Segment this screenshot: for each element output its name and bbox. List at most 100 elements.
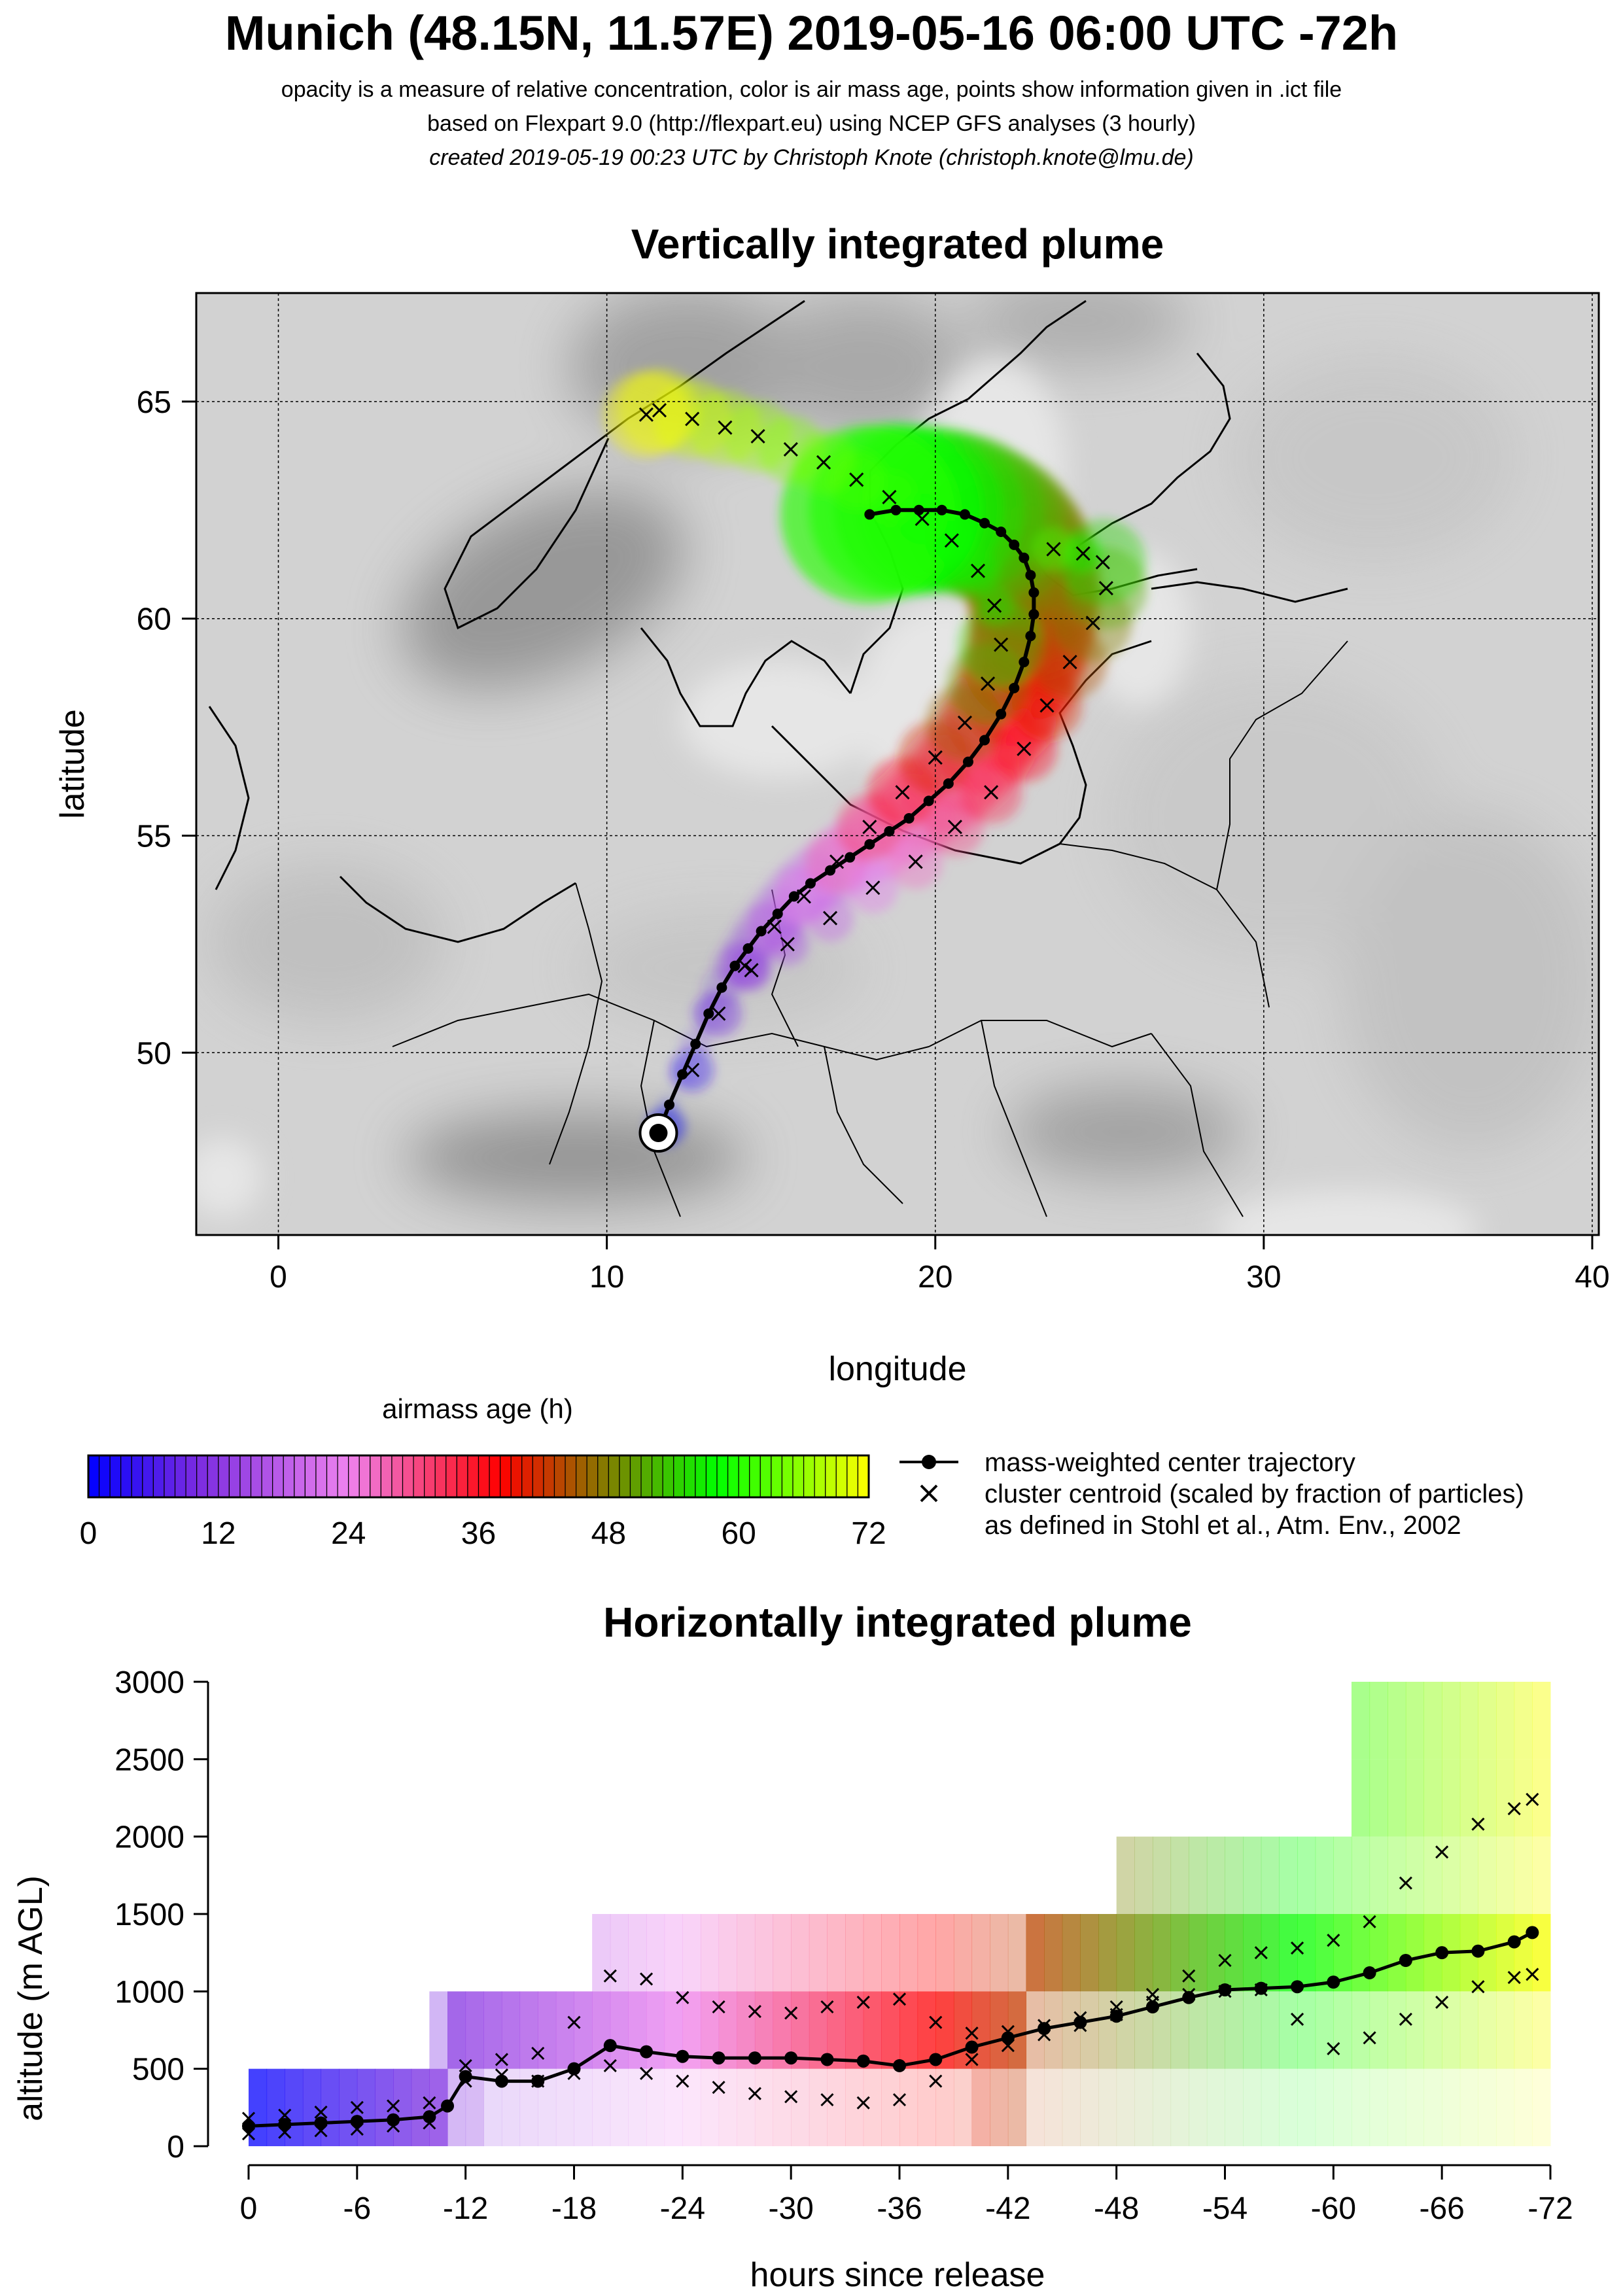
profile-tile	[1459, 1836, 1478, 1914]
map-y-axis-label: latitude	[54, 709, 92, 819]
profile-tile	[1405, 1836, 1425, 1914]
profile-center-point	[1399, 1954, 1412, 1967]
profile-tile	[1496, 2068, 1515, 2146]
profile-tile	[1080, 2068, 1099, 2146]
profile-tile	[1189, 1991, 1208, 2069]
profile-cluster-marker	[676, 1991, 689, 2004]
center-trajectory-point	[903, 812, 915, 824]
profile-tile	[953, 1914, 973, 1992]
profile-cluster-marker	[892, 1992, 907, 2006]
profile-tile	[1369, 1836, 1388, 1914]
center-trajectory-point	[864, 839, 875, 850]
profile-cluster-marker	[1038, 2019, 1051, 2032]
center-trajectory-point	[845, 852, 856, 863]
profile-tile	[718, 1914, 737, 1992]
profile-tile	[1297, 1914, 1316, 1992]
map-plot-area	[196, 293, 1599, 1235]
profile-tile	[845, 1914, 864, 1992]
cluster-centroid-marker	[981, 676, 996, 691]
profile-tile	[465, 1991, 484, 2069]
profile-center-point	[712, 2051, 725, 2065]
profile-tile	[1514, 2068, 1533, 2146]
profile-tile	[1369, 2068, 1388, 2146]
colorbar-cell	[456, 1455, 468, 1498]
profile-cluster-marker	[1435, 1995, 1449, 2009]
profile-center-point	[1363, 1966, 1376, 1979]
center-trajectory-point	[996, 526, 1007, 537]
profile-tile	[1369, 1991, 1388, 2069]
profile-tile	[899, 1914, 918, 1992]
profile-tile	[1315, 1836, 1334, 1914]
profile-tile	[773, 2068, 792, 2146]
profile-cluster-marker	[748, 2087, 761, 2100]
country-borders	[392, 640, 1348, 1217]
profile-cluster-marker	[1327, 2042, 1340, 2055]
profile-cluster-marker	[1218, 1985, 1232, 1998]
legend: mass-weighted center trajectory cluster …	[899, 1448, 1524, 1540]
colorbar-cell	[261, 1455, 273, 1498]
profile-tile	[1044, 2068, 1063, 2146]
colorbar-cell	[272, 1455, 284, 1498]
profile-x-tick-label: -48	[1094, 2191, 1139, 2226]
colorbar-cell	[283, 1455, 295, 1498]
colorbar-cell	[673, 1455, 685, 1498]
center-trajectory-point	[756, 926, 767, 937]
profile-tile	[1080, 1914, 1099, 1992]
colorbar-cell	[500, 1455, 512, 1498]
profile-center-point	[242, 2119, 255, 2133]
profile-x-tick-label: -30	[768, 2191, 813, 2226]
cluster-centroid-marker	[865, 880, 881, 896]
profile-x-tick-label: -42	[985, 2191, 1030, 2226]
colorbar-cell	[489, 1455, 501, 1498]
center-trajectory-point	[805, 878, 816, 889]
profile-cluster-marker	[603, 2059, 617, 2072]
profile-center-point	[441, 2099, 455, 2113]
profile-x-tick-label: -6	[343, 2191, 371, 2226]
profile-tile	[1351, 1914, 1370, 1992]
colorbar-tick-label: 0	[80, 1516, 97, 1551]
colorbar-cell	[532, 1455, 544, 1498]
legend-cluster-reference: as defined in Stohl et al., Atm. Env., 2…	[985, 1511, 1461, 1540]
colorbar-cell	[228, 1455, 241, 1498]
profile-tile	[1351, 1991, 1370, 2069]
cluster-centroid-marker	[849, 472, 864, 487]
profile-tile	[845, 2068, 864, 2146]
cluster-centroid-marker	[652, 403, 667, 418]
profile-cluster-marker	[929, 2015, 943, 2029]
colorbar-cell	[88, 1455, 100, 1498]
map-x-tick-label: 40	[1575, 1260, 1609, 1295]
profile-cluster-marker	[639, 2066, 654, 2080]
profile-tile	[1044, 1914, 1063, 1992]
cluster-centroid-marker	[1085, 616, 1100, 631]
colorbar-cell	[174, 1455, 186, 1498]
profile-cluster-marker	[1471, 1980, 1485, 1994]
center-trajectory-point	[788, 891, 799, 902]
profile-cluster-marker	[856, 2096, 870, 2110]
colorbar-cell	[597, 1455, 609, 1498]
profile-tile	[1225, 1914, 1244, 1992]
profile-cluster-marker	[820, 2093, 834, 2107]
colorbar-cell	[413, 1455, 425, 1498]
profile-center-point	[893, 2059, 906, 2072]
profile-tile	[610, 2068, 629, 2146]
map-axes: 0 10 20 30 40 50 55 60 65	[137, 385, 1610, 1295]
colorbar-cell	[619, 1455, 631, 1498]
profile-cluster-marker	[1182, 1969, 1196, 1983]
profile-x-tick-label: -24	[660, 2191, 705, 2226]
profile-center-point	[314, 2116, 328, 2130]
colorbar-tick-label: 12	[201, 1516, 236, 1551]
profile-tile	[1062, 1914, 1081, 1992]
cluster-centroid-marker	[711, 1006, 726, 1021]
profile-cluster-marker	[314, 2105, 328, 2119]
center-trajectory-point	[729, 960, 741, 971]
profile-tile	[1369, 1682, 1388, 1760]
profile-center-point	[1073, 2015, 1087, 2029]
profile-tile	[1532, 2068, 1551, 2146]
profile-tile	[1297, 1836, 1316, 1914]
colorbar-cell	[304, 1455, 317, 1498]
profile-tile	[664, 2068, 683, 2146]
colorbar-cell	[98, 1455, 111, 1498]
center-trajectory-point	[923, 795, 934, 807]
profile-tile	[1062, 1991, 1081, 2069]
profile-tile	[809, 2068, 828, 2146]
